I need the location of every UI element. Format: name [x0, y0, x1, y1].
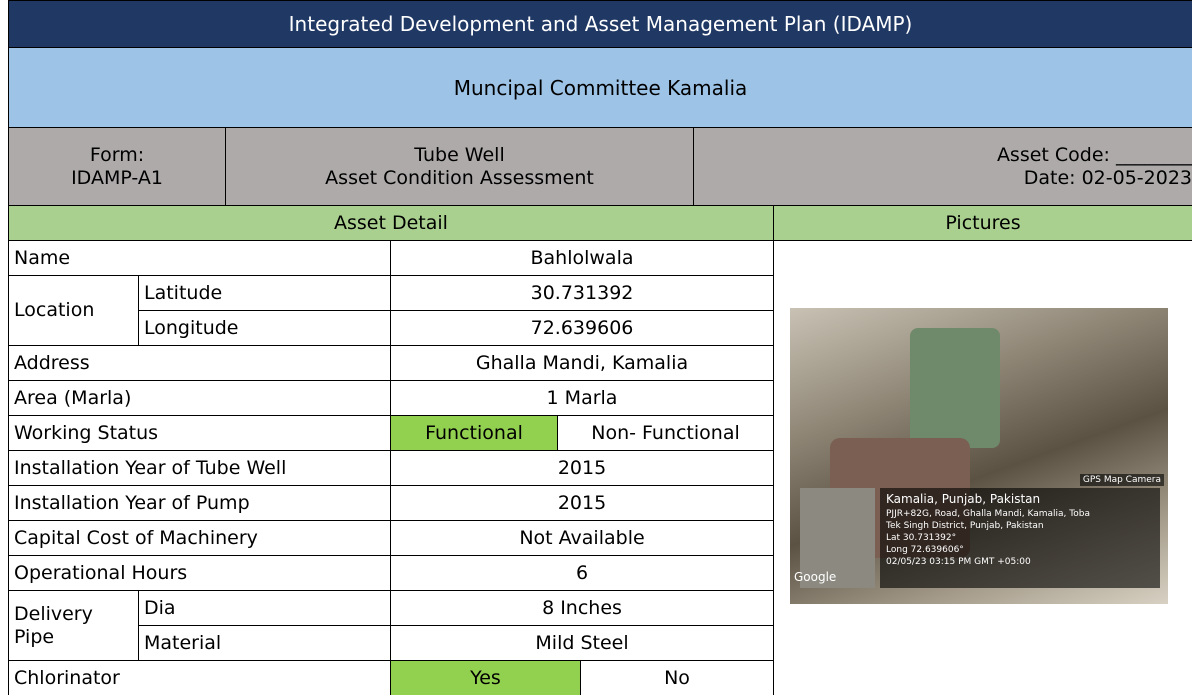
row-value: 72.639606 — [390, 310, 774, 346]
row-value: Mild Steel — [390, 625, 774, 661]
row-label: Address — [8, 345, 391, 381]
row-value: 2015 — [390, 450, 774, 486]
section-header: Asset Detail — [8, 205, 774, 241]
row-label: Latitude — [138, 275, 391, 311]
row-label: Dia — [138, 590, 391, 626]
row-label: Chlorinator — [8, 660, 391, 695]
row-label: Installation Year of Pump — [8, 485, 391, 521]
row-group-label: Delivery Pipe — [8, 590, 139, 661]
motor — [910, 328, 1000, 448]
row-value: 1 Marla — [390, 380, 774, 416]
subtitle: Muncipal Committee Kamalia — [8, 47, 1192, 128]
option-selected: Yes — [390, 660, 581, 695]
row-label: Area (Marla) — [8, 380, 391, 416]
row-label: Longitude — [138, 310, 391, 346]
row-value: 30.731392 — [390, 275, 774, 311]
form-label: Form: — [89, 143, 145, 166]
row-label: Installation Year of Tube Well — [8, 450, 391, 486]
map-thumb — [800, 488, 875, 588]
row-value: Bahlolwala — [390, 240, 774, 276]
row-label: Operational Hours — [8, 555, 391, 591]
row-value: Ghalla Mandi, Kamalia — [390, 345, 774, 381]
form-code: IDAMP-A1 — [71, 166, 163, 189]
form-cell: Form: IDAMP-A1 — [8, 127, 226, 206]
form-title-cell: Tube Well Asset Condition Assessment — [225, 127, 694, 206]
map-label: Google — [794, 570, 837, 584]
option-selected: Functional — [390, 415, 558, 451]
row-value: 6 — [390, 555, 774, 591]
asset-code-cell: Asset Code: ________ Date: 02-05-2023 — [693, 127, 1192, 206]
date: Date: 02-05-2023 — [1023, 166, 1192, 189]
row-value: 8 Inches — [390, 590, 774, 626]
asset-photo: GPS Map Camera Kamalia, Punjab, Pakistan… — [790, 308, 1168, 604]
section-header: Pictures — [773, 205, 1192, 241]
long: Long 72.639606° — [886, 545, 964, 555]
time: 02/05/23 03:15 PM GMT +05:00 — [886, 557, 1031, 567]
row-label: Working Status — [8, 415, 391, 451]
app-label: GPS Map Camera — [1079, 474, 1164, 486]
row-group-label: Location — [8, 275, 139, 346]
row-label: Name — [8, 240, 391, 276]
row-label: Capital Cost of Machinery — [8, 520, 391, 556]
row-value: Not Available — [390, 520, 774, 556]
lat: Lat 30.731392° — [886, 533, 957, 543]
row-value: 2015 — [390, 485, 774, 521]
address: PJJR+82G, Road, Ghalla Mandi, Kamalia, T… — [886, 509, 1090, 519]
form-title: Tube Well — [414, 143, 505, 166]
form-title: Asset Condition Assessment — [325, 166, 594, 189]
place: Kamalia, Punjab, Pakistan — [886, 492, 1041, 506]
title: Integrated Development and Asset Managem… — [8, 0, 1192, 48]
option: Non- Functional — [557, 415, 774, 451]
row-label: Material — [138, 625, 391, 661]
option: No — [580, 660, 774, 695]
address: Tek Singh District, Punjab, Pakistan — [886, 521, 1044, 531]
asset-code: Asset Code: ________ — [996, 143, 1192, 166]
overlay — [880, 488, 1160, 588]
